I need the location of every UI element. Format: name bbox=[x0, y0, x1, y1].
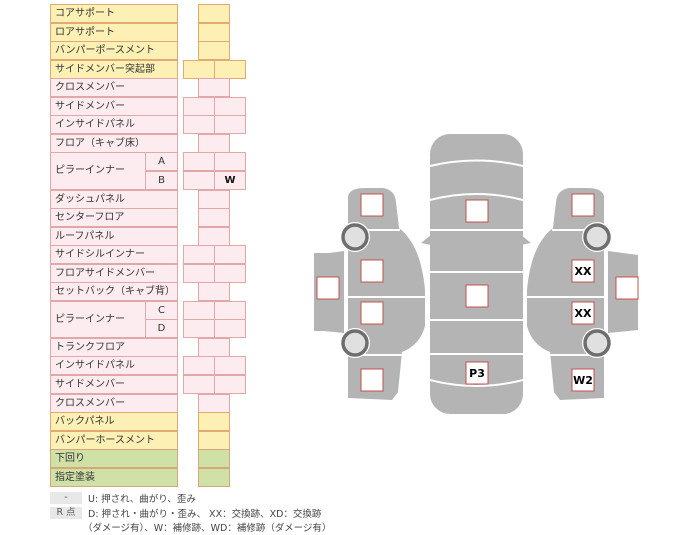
inspection-cell-right[interactable] bbox=[214, 300, 246, 320]
inspection-cell[interactable] bbox=[198, 41, 230, 61]
inspection-cell[interactable] bbox=[198, 4, 230, 24]
tire-icon bbox=[341, 329, 369, 357]
row-label: バンパーホースメント bbox=[50, 430, 178, 450]
panel-box-right-4[interactable] bbox=[615, 276, 639, 300]
row-label: ルーフパネル bbox=[50, 226, 178, 246]
car-left-side bbox=[314, 188, 425, 400]
inspection-cell-right[interactable] bbox=[214, 59, 246, 79]
panel-box-left-4[interactable] bbox=[316, 276, 340, 300]
panel-box-left-3[interactable] bbox=[360, 368, 384, 392]
legend-text-3: （ダメージ有）、W：補修跡、WD：補修跡（ダメージ有） bbox=[83, 523, 332, 534]
inspection-cell[interactable] bbox=[198, 133, 230, 153]
row-label: インサイドパネル bbox=[50, 356, 178, 376]
inspection-cell[interactable] bbox=[198, 208, 230, 228]
legend-key-r: R 点 bbox=[50, 507, 82, 519]
panel-box-right-0[interactable] bbox=[571, 193, 595, 217]
inspection-cell-right[interactable] bbox=[214, 356, 246, 376]
inspection-cell[interactable] bbox=[198, 337, 230, 357]
panel-box-left-2[interactable] bbox=[360, 301, 384, 325]
row-label: クロスメンバー bbox=[50, 78, 178, 98]
row-label: サイドメンバー突起部 bbox=[50, 59, 178, 79]
row-label: ピラーインナー bbox=[50, 152, 146, 190]
inspection-cell-right[interactable] bbox=[214, 319, 246, 339]
inspection-cell[interactable] bbox=[198, 189, 230, 209]
legend-text-1: U: 押され、曲がり、歪み bbox=[88, 494, 196, 505]
panel-box-left-1[interactable] bbox=[360, 259, 384, 283]
inspection-cell-right[interactable]: W bbox=[214, 170, 246, 190]
panel-box-label: P3 bbox=[469, 367, 485, 380]
legend-text-2: D: 押され・曲がり・歪み、 XX：交換跡、XD：交換跡 bbox=[88, 509, 322, 520]
row-label: コアサポート bbox=[50, 4, 178, 24]
inspection-cell[interactable] bbox=[198, 22, 230, 42]
row-label: クロスメンバー bbox=[50, 393, 178, 413]
inspection-cell-right[interactable] bbox=[214, 96, 246, 116]
row-sublabel: D bbox=[145, 319, 178, 339]
panel-box-center-1[interactable] bbox=[465, 284, 489, 308]
row-label: サイドメンバー bbox=[50, 375, 178, 395]
row-label: ロアサポート bbox=[50, 22, 178, 42]
row-label: バックパネル bbox=[50, 412, 178, 432]
row-label: バンパーポースメント bbox=[50, 41, 178, 61]
car-right-side bbox=[527, 188, 638, 400]
row-sublabel: C bbox=[145, 300, 178, 320]
row-label: トランクフロア bbox=[50, 337, 178, 357]
car-center-body bbox=[421, 134, 531, 414]
inspection-cell[interactable] bbox=[198, 282, 230, 302]
legend-key-dash: - bbox=[50, 492, 82, 504]
panel-box-right-1[interactable] bbox=[571, 259, 595, 283]
row-label: ダッシュパネル bbox=[50, 189, 178, 209]
row-sublabel: B bbox=[145, 170, 178, 190]
row-label: セットバック（キャブ背） bbox=[50, 282, 178, 302]
panel-box-center-0[interactable] bbox=[465, 199, 489, 223]
row-label: 指定塗装 bbox=[50, 467, 178, 487]
inspection-cell[interactable] bbox=[198, 430, 230, 450]
inspection-cell-right[interactable] bbox=[214, 152, 246, 172]
row-label: インサイドパネル bbox=[50, 115, 178, 135]
row-label: サイドメンバー bbox=[50, 96, 178, 116]
inspection-cell-right[interactable] bbox=[214, 263, 246, 283]
inspection-cell[interactable] bbox=[198, 467, 230, 487]
row-sublabel: A bbox=[145, 152, 178, 172]
panel-box-right-3[interactable] bbox=[571, 368, 595, 392]
inspection-cell[interactable] bbox=[198, 226, 230, 246]
inspection-cell-right[interactable] bbox=[214, 375, 246, 395]
row-label: ピラーインナー bbox=[50, 300, 146, 339]
panel-box-right-2[interactable] bbox=[571, 301, 595, 325]
panel-box-center-2[interactable] bbox=[465, 361, 489, 385]
panel-box-label: XX bbox=[575, 265, 592, 278]
panel-box-label: W2 bbox=[573, 374, 593, 387]
panel-box-label: XX bbox=[575, 307, 592, 320]
inspection-cell[interactable] bbox=[198, 78, 230, 98]
panel-box-left-0[interactable] bbox=[360, 193, 384, 217]
row-label: サイドシルインナー bbox=[50, 245, 178, 265]
inspection-cell[interactable] bbox=[198, 449, 230, 469]
inspection-cell[interactable] bbox=[198, 393, 230, 413]
row-label: センターフロア bbox=[50, 208, 178, 228]
tire-icon bbox=[341, 223, 369, 251]
inspection-cell-right[interactable] bbox=[214, 245, 246, 265]
row-label: 下回り bbox=[50, 449, 178, 469]
inspection-cell[interactable] bbox=[198, 412, 230, 432]
inspection-cell-right[interactable] bbox=[214, 115, 246, 135]
row-label: フロアサイドメンバー bbox=[50, 263, 178, 283]
row-label: フロア（キャブ床） bbox=[50, 133, 178, 153]
